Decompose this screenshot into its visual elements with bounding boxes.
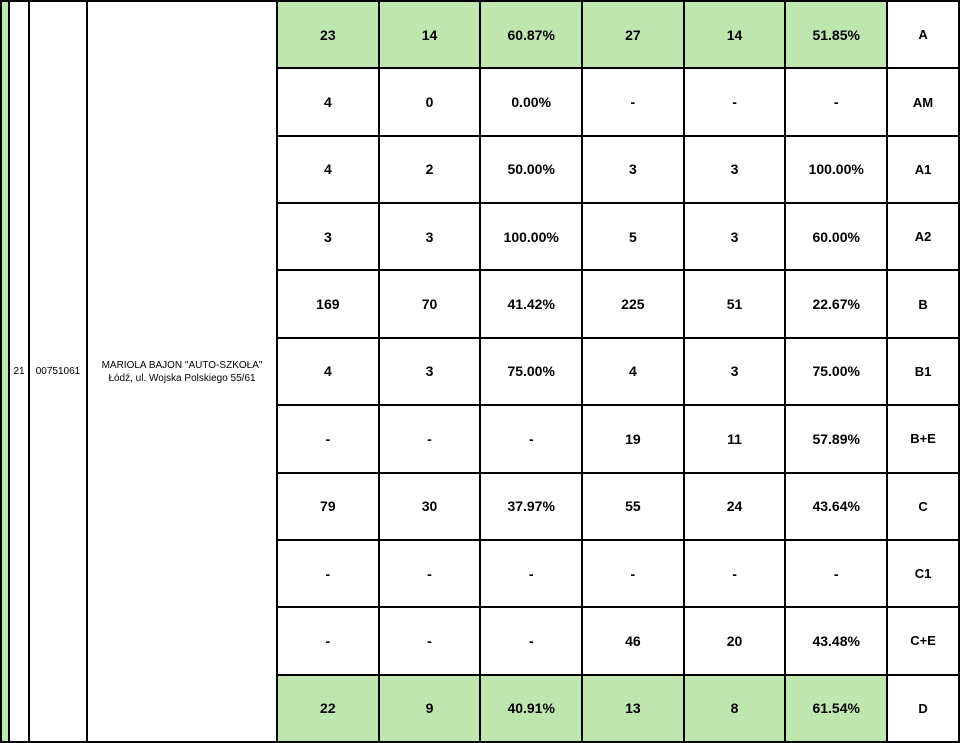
table-cell: -	[685, 69, 787, 134]
table-cell: 22	[278, 676, 380, 741]
table-cell: 9	[380, 676, 482, 741]
table-row: 33100.00%5360.00%A2	[278, 204, 958, 271]
table-cell: -	[481, 406, 583, 471]
table-row: ---462043.48%C+E	[278, 608, 958, 675]
table-cell: 40.91%	[481, 676, 583, 741]
table-cell: -	[278, 541, 380, 606]
table-cell: 19	[583, 406, 685, 471]
table-cell: -	[380, 608, 482, 673]
category-cell: A1	[888, 137, 958, 202]
table-cell: 43.64%	[786, 474, 888, 539]
table-cell: 79	[278, 474, 380, 539]
table-cell: 75.00%	[481, 339, 583, 404]
category-cell: B	[888, 271, 958, 336]
table-row: ------C1	[278, 541, 958, 608]
table-cell: 4	[278, 339, 380, 404]
table-row: 231460.87%271451.85%A	[278, 2, 958, 69]
table-cell: 37.97%	[481, 474, 583, 539]
category-cell: AM	[888, 69, 958, 134]
category-cell: C1	[888, 541, 958, 606]
data-table: 21 00751061 MARIOLA BAJON "AUTO-SZKOŁA" …	[0, 0, 960, 743]
table-cell: -	[380, 406, 482, 471]
table-cell: 4	[278, 69, 380, 134]
table-cell: 55	[583, 474, 685, 539]
table-cell: 23	[278, 2, 380, 67]
left-stripe	[2, 2, 10, 741]
table-cell: 41.42%	[481, 271, 583, 336]
table-row: 4250.00%33100.00%A1	[278, 137, 958, 204]
description-text: MARIOLA BAJON "AUTO-SZKOŁA" Łódź, ul. Wo…	[102, 359, 263, 385]
table-cell: 70	[380, 271, 482, 336]
code-col: 00751061	[30, 2, 88, 741]
table-cell: 8	[685, 676, 787, 741]
category-cell: C+E	[888, 608, 958, 673]
table-cell: 50.00%	[481, 137, 583, 202]
table-cell: 3	[380, 204, 482, 269]
table-cell: 169	[278, 271, 380, 336]
table-cell: 3	[278, 204, 380, 269]
table-cell: 27	[583, 2, 685, 67]
table-cell: 51.85%	[786, 2, 888, 67]
table-cell: -	[786, 69, 888, 134]
table-cell: 3	[685, 339, 787, 404]
table-cell: -	[481, 541, 583, 606]
table-cell: 75.00%	[786, 339, 888, 404]
table-cell: 3	[380, 339, 482, 404]
table-cell: 100.00%	[786, 137, 888, 202]
table-cell: 22.67%	[786, 271, 888, 336]
row-number: 21	[13, 366, 24, 377]
category-cell: B1	[888, 339, 958, 404]
table-row: ---191157.89%B+E	[278, 406, 958, 473]
table-cell: 100.00%	[481, 204, 583, 269]
table-cell: 3	[685, 137, 787, 202]
table-row: 22940.91%13861.54%D	[278, 676, 958, 741]
table-cell: 24	[685, 474, 787, 539]
table-cell: -	[583, 541, 685, 606]
table-cell: -	[380, 541, 482, 606]
table-row: 400.00%---AM	[278, 69, 958, 136]
table-cell: 11	[685, 406, 787, 471]
table-row: 1697041.42%2255122.67%B	[278, 271, 958, 338]
table-cell: -	[786, 541, 888, 606]
table-cell: 4	[278, 137, 380, 202]
category-cell: D	[888, 676, 958, 741]
description-col: MARIOLA BAJON "AUTO-SZKOŁA" Łódź, ul. Wo…	[88, 2, 278, 741]
table-cell: 20	[685, 608, 787, 673]
table-cell: 4	[583, 339, 685, 404]
table-cell: 0	[380, 69, 482, 134]
table-cell: 13	[583, 676, 685, 741]
table-cell: 14	[685, 2, 787, 67]
table-cell: 51	[685, 271, 787, 336]
table-cell: -	[278, 406, 380, 471]
table-cell: 3	[685, 204, 787, 269]
category-cell: C	[888, 474, 958, 539]
table-cell: -	[481, 608, 583, 673]
desc-line2: Łódź, ul. Wojska Polskiego 55/61	[108, 373, 255, 384]
data-area: 231460.87%271451.85%A400.00%---AM4250.00…	[278, 2, 958, 741]
table-cell: 0.00%	[481, 69, 583, 134]
table-cell: -	[278, 608, 380, 673]
table-cell: 60.00%	[786, 204, 888, 269]
category-cell: A	[888, 2, 958, 67]
table-row: 4375.00%4375.00%B1	[278, 339, 958, 406]
table-cell: -	[685, 541, 787, 606]
table-cell: 43.48%	[786, 608, 888, 673]
table-cell: 57.89%	[786, 406, 888, 471]
table-cell: 60.87%	[481, 2, 583, 67]
table-cell: 30	[380, 474, 482, 539]
table-cell: 5	[583, 204, 685, 269]
desc-line1: MARIOLA BAJON "AUTO-SZKOŁA"	[102, 360, 263, 371]
category-cell: A2	[888, 204, 958, 269]
table-cell: 3	[583, 137, 685, 202]
table-cell: 46	[583, 608, 685, 673]
table-cell: 225	[583, 271, 685, 336]
table-cell: 14	[380, 2, 482, 67]
table-cell: -	[583, 69, 685, 134]
row-number-col: 21	[10, 2, 30, 741]
category-cell: B+E	[888, 406, 958, 471]
table-row: 793037.97%552443.64%C	[278, 474, 958, 541]
code-value: 00751061	[36, 366, 81, 377]
table-cell: 2	[380, 137, 482, 202]
table-cell: 61.54%	[786, 676, 888, 741]
